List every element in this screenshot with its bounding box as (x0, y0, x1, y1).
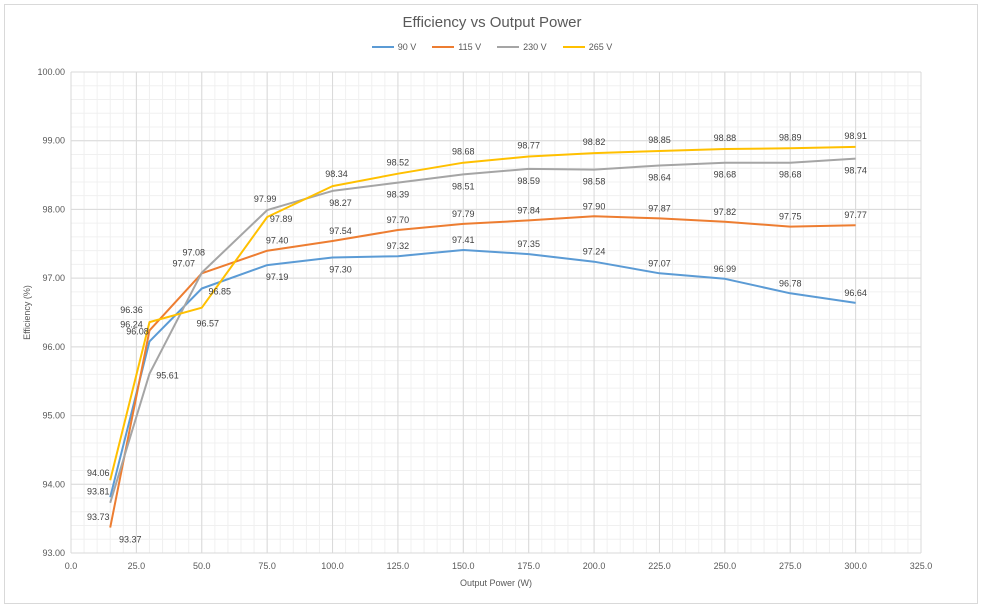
data-label: 95.61 (156, 371, 179, 381)
data-label: 98.51 (452, 181, 475, 191)
data-label: 97.77 (844, 210, 867, 220)
x-tick-label: 0.0 (65, 561, 78, 571)
data-label: 97.82 (714, 207, 737, 217)
x-tick-label: 150.0 (452, 561, 475, 571)
data-label: 97.54 (329, 226, 352, 236)
legend-item-115v: 115 V (432, 42, 481, 52)
data-label: 96.36 (120, 305, 143, 315)
data-label: 98.59 (517, 176, 540, 186)
data-label: 97.07 (173, 258, 196, 268)
data-label: 97.79 (452, 209, 475, 219)
data-label: 98.58 (583, 177, 606, 187)
data-label: 97.07 (648, 258, 671, 268)
data-label: 93.73 (87, 512, 110, 522)
data-label: 96.99 (714, 264, 737, 274)
data-label: 98.77 (517, 141, 540, 151)
x-tick-label: 200.0 (583, 561, 606, 571)
data-label: 96.24 (120, 319, 143, 329)
data-label: 97.40 (266, 236, 289, 246)
data-label: 94.06 (87, 468, 110, 478)
legend-swatch-230v (497, 46, 520, 48)
legend-label-230v: 230 V (523, 42, 547, 52)
y-axis-title: Efficiency (%) (22, 285, 32, 340)
series-line-115v (109, 215, 856, 528)
data-label: 96.08 (126, 326, 149, 336)
x-tick-label: 225.0 (648, 561, 671, 571)
data-label: 98.88 (714, 133, 737, 143)
legend-label-90v: 90 V (397, 42, 417, 52)
data-label: 93.81 (87, 486, 110, 496)
legend-item-230v: 230 V (497, 42, 547, 52)
series-line-230v (109, 157, 856, 504)
data-label: 97.35 (517, 239, 540, 249)
data-label: 97.70 (387, 215, 410, 225)
data-label: 98.34 (325, 169, 348, 179)
data-label: 98.52 (387, 158, 410, 168)
data-label: 97.89 (270, 214, 293, 224)
data-label: 97.99 (254, 194, 277, 204)
x-tick-label: 300.0 (844, 561, 867, 571)
legend-item-90v: 90 V (371, 42, 417, 52)
data-label: 96.78 (779, 278, 802, 288)
data-label: 97.41 (452, 235, 475, 245)
x-tick-label: 325.0 (910, 561, 933, 571)
y-tick-label: 96.00 (42, 342, 65, 352)
y-tick-label: 100.00 (37, 67, 65, 77)
data-label: 97.32 (387, 241, 410, 251)
legend-item-265v: 265 V (562, 42, 613, 52)
x-tick-label: 175.0 (517, 561, 540, 571)
series-line-265v (109, 145, 856, 481)
series-line-90v (109, 249, 856, 498)
data-label: 98.64 (648, 172, 671, 182)
legend-swatch-115v (432, 46, 455, 48)
x-tick-label: 25.0 (128, 561, 146, 571)
data-label: 98.89 (779, 132, 802, 142)
y-tick-label: 99.00 (42, 136, 65, 146)
y-tick-label: 94.00 (42, 479, 65, 489)
data-label: 97.84 (517, 205, 540, 215)
x-tick-label: 275.0 (779, 561, 802, 571)
data-label: 96.85 (209, 286, 232, 296)
data-label: 93.37 (119, 535, 142, 545)
y-tick-label: 95.00 (42, 411, 65, 421)
chart-legend: 90 V 115 V 230 V 265 V (0, 42, 984, 52)
data-label: 97.08 (183, 248, 206, 258)
data-label: 98.39 (387, 190, 410, 200)
data-label: 96.64 (844, 288, 867, 298)
x-tick-label: 250.0 (714, 561, 737, 571)
data-label: 98.68 (714, 170, 737, 180)
x-tick-label: 100.0 (321, 561, 344, 571)
data-label: 98.74 (844, 166, 867, 176)
x-tick-label: 75.0 (258, 561, 276, 571)
data-label: 97.30 (329, 265, 352, 275)
data-label: 98.91 (844, 131, 867, 141)
legend-swatch-265v (562, 46, 585, 48)
chart-frame (4, 4, 978, 604)
x-tick-label: 50.0 (193, 561, 211, 571)
chart-title: Efficiency vs Output Power (402, 14, 582, 31)
data-label: 98.68 (779, 170, 802, 180)
legend-label-115v: 115 V (458, 42, 482, 52)
legend-swatch-90v (371, 46, 394, 48)
data-label: 97.75 (779, 212, 802, 222)
data-label: 96.57 (197, 319, 220, 329)
legend-label-265v: 265 V (588, 42, 613, 52)
y-tick-label: 93.00 (42, 548, 65, 558)
data-label: 97.90 (583, 201, 606, 211)
x-tick-label: 125.0 (387, 561, 410, 571)
y-tick-label: 97.00 (42, 273, 65, 283)
y-tick-label: 98.00 (42, 204, 65, 214)
data-label: 98.85 (648, 135, 671, 145)
data-label: 97.24 (583, 247, 606, 257)
data-label: 97.19 (266, 272, 289, 282)
data-label: 98.82 (583, 137, 606, 147)
data-label: 98.27 (329, 198, 352, 208)
data-label: 98.68 (452, 147, 475, 157)
data-label: 97.87 (648, 203, 671, 213)
x-axis-title: Output Power (W) (460, 578, 532, 588)
